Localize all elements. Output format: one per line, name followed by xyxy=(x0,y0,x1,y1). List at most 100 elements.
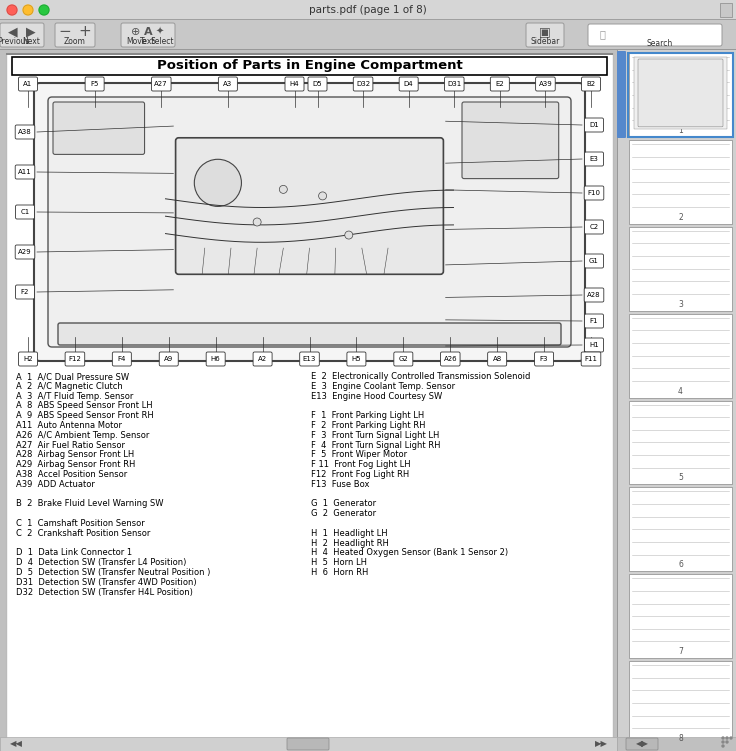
FancyBboxPatch shape xyxy=(18,352,38,366)
Bar xyxy=(629,400,732,484)
Text: H5: H5 xyxy=(352,356,361,362)
Text: E3: E3 xyxy=(590,156,598,162)
Text: Position of Parts in Engine Compartment: Position of Parts in Engine Compartment xyxy=(157,59,462,73)
Text: H4: H4 xyxy=(290,81,300,87)
Text: F10: F10 xyxy=(587,190,601,196)
Text: A26  A/C Ambient Temp. Sensor: A26 A/C Ambient Temp. Sensor xyxy=(16,431,149,440)
Text: ◀▶: ◀▶ xyxy=(635,740,648,749)
FancyBboxPatch shape xyxy=(490,77,509,91)
FancyBboxPatch shape xyxy=(584,288,604,302)
Text: 7: 7 xyxy=(678,647,683,656)
Text: G  2  Generator: G 2 Generator xyxy=(311,509,376,518)
FancyBboxPatch shape xyxy=(581,352,601,366)
FancyBboxPatch shape xyxy=(206,352,225,366)
FancyBboxPatch shape xyxy=(15,125,35,139)
Text: 6: 6 xyxy=(678,560,683,569)
Text: A  1  A/C Dual Pressure SW: A 1 A/C Dual Pressure SW xyxy=(16,372,129,381)
Text: Sidebar: Sidebar xyxy=(531,37,559,46)
FancyBboxPatch shape xyxy=(617,51,626,138)
Bar xyxy=(0,0,736,20)
Text: ◀: ◀ xyxy=(8,26,18,38)
Text: ▶: ▶ xyxy=(26,26,36,38)
Circle shape xyxy=(7,5,17,15)
Text: C1: C1 xyxy=(21,209,29,215)
Circle shape xyxy=(722,741,724,743)
Text: F11: F11 xyxy=(584,356,598,362)
Bar xyxy=(629,575,732,658)
Text: Previous: Previous xyxy=(0,37,29,46)
FancyBboxPatch shape xyxy=(584,186,604,200)
Text: H  2  Headlight RH: H 2 Headlight RH xyxy=(311,538,389,547)
Circle shape xyxy=(280,185,287,193)
FancyBboxPatch shape xyxy=(394,352,413,366)
Text: F13  Fuse Box: F13 Fuse Box xyxy=(311,480,369,489)
Bar xyxy=(629,227,732,311)
Text: 8: 8 xyxy=(678,734,683,743)
Text: A11  Auto Antenna Motor: A11 Auto Antenna Motor xyxy=(16,421,122,430)
Text: 3: 3 xyxy=(678,300,683,309)
FancyBboxPatch shape xyxy=(285,77,304,91)
Text: F  5  Front Wiper Motor: F 5 Front Wiper Motor xyxy=(311,451,407,460)
Text: E  2  Electronically Controlled Transmission Solenoid: E 2 Electronically Controlled Transmissi… xyxy=(311,372,531,381)
FancyBboxPatch shape xyxy=(15,165,35,179)
Bar xyxy=(628,53,733,137)
Circle shape xyxy=(730,737,732,739)
FancyBboxPatch shape xyxy=(300,352,319,366)
Text: B  2  Brake Fluid Level Warning SW: B 2 Brake Fluid Level Warning SW xyxy=(16,499,163,508)
FancyBboxPatch shape xyxy=(399,77,418,91)
Text: C  1  Camshaft Position Sensor: C 1 Camshaft Position Sensor xyxy=(16,519,145,528)
FancyBboxPatch shape xyxy=(159,352,178,366)
Text: B2: B2 xyxy=(587,81,595,87)
Text: Select: Select xyxy=(150,37,174,46)
Bar xyxy=(617,50,736,751)
Text: H6: H6 xyxy=(210,356,221,362)
FancyBboxPatch shape xyxy=(308,77,327,91)
Text: +: + xyxy=(79,25,91,40)
FancyBboxPatch shape xyxy=(34,83,585,361)
Text: A3: A3 xyxy=(223,81,233,87)
FancyBboxPatch shape xyxy=(536,77,555,91)
Text: D31  Detection SW (Transfer 4WD Position): D31 Detection SW (Transfer 4WD Position) xyxy=(16,578,197,587)
Text: parts.pdf (page 1 of 8): parts.pdf (page 1 of 8) xyxy=(309,5,427,15)
Bar xyxy=(0,737,617,751)
FancyBboxPatch shape xyxy=(65,352,85,366)
Text: 🔍: 🔍 xyxy=(600,29,606,39)
Text: A28  Airbag Sensor Front LH: A28 Airbag Sensor Front LH xyxy=(16,451,134,460)
Text: H  5  Horn LH: H 5 Horn LH xyxy=(311,558,367,567)
FancyBboxPatch shape xyxy=(85,77,104,91)
FancyBboxPatch shape xyxy=(219,77,238,91)
Text: A27  Air Fuel Ratio Sensor: A27 Air Fuel Ratio Sensor xyxy=(16,441,125,450)
Text: H  6  Horn RH: H 6 Horn RH xyxy=(311,568,369,577)
FancyBboxPatch shape xyxy=(55,23,95,47)
Text: A8: A8 xyxy=(492,356,502,362)
Bar xyxy=(617,737,736,751)
Text: D  4  Detection SW (Transfer L4 Position): D 4 Detection SW (Transfer L4 Position) xyxy=(16,558,186,567)
Text: D4: D4 xyxy=(404,81,414,87)
FancyBboxPatch shape xyxy=(584,152,604,166)
FancyBboxPatch shape xyxy=(588,24,722,46)
Text: A27: A27 xyxy=(155,81,168,87)
Text: F  3  Front Turn Signal Light LH: F 3 Front Turn Signal Light LH xyxy=(311,431,439,440)
Text: F  2  Front Parking Light RH: F 2 Front Parking Light RH xyxy=(311,421,425,430)
FancyBboxPatch shape xyxy=(584,314,604,328)
FancyBboxPatch shape xyxy=(445,77,464,91)
FancyBboxPatch shape xyxy=(534,352,553,366)
Circle shape xyxy=(726,737,728,739)
Text: Move: Move xyxy=(126,37,146,46)
FancyBboxPatch shape xyxy=(0,23,44,47)
Text: 2: 2 xyxy=(678,213,683,222)
Circle shape xyxy=(344,231,353,239)
FancyBboxPatch shape xyxy=(462,102,559,179)
FancyBboxPatch shape xyxy=(113,352,131,366)
Bar xyxy=(629,140,732,224)
Text: G  1  Generator: G 1 Generator xyxy=(311,499,376,508)
Text: A1: A1 xyxy=(24,81,32,87)
FancyBboxPatch shape xyxy=(15,285,35,299)
Bar xyxy=(0,20,736,50)
Text: D  1  Data Link Connector 1: D 1 Data Link Connector 1 xyxy=(16,548,132,557)
FancyBboxPatch shape xyxy=(18,77,38,91)
FancyBboxPatch shape xyxy=(584,118,604,132)
FancyBboxPatch shape xyxy=(638,59,723,127)
Text: ▶▶: ▶▶ xyxy=(595,740,608,749)
Circle shape xyxy=(726,741,728,743)
